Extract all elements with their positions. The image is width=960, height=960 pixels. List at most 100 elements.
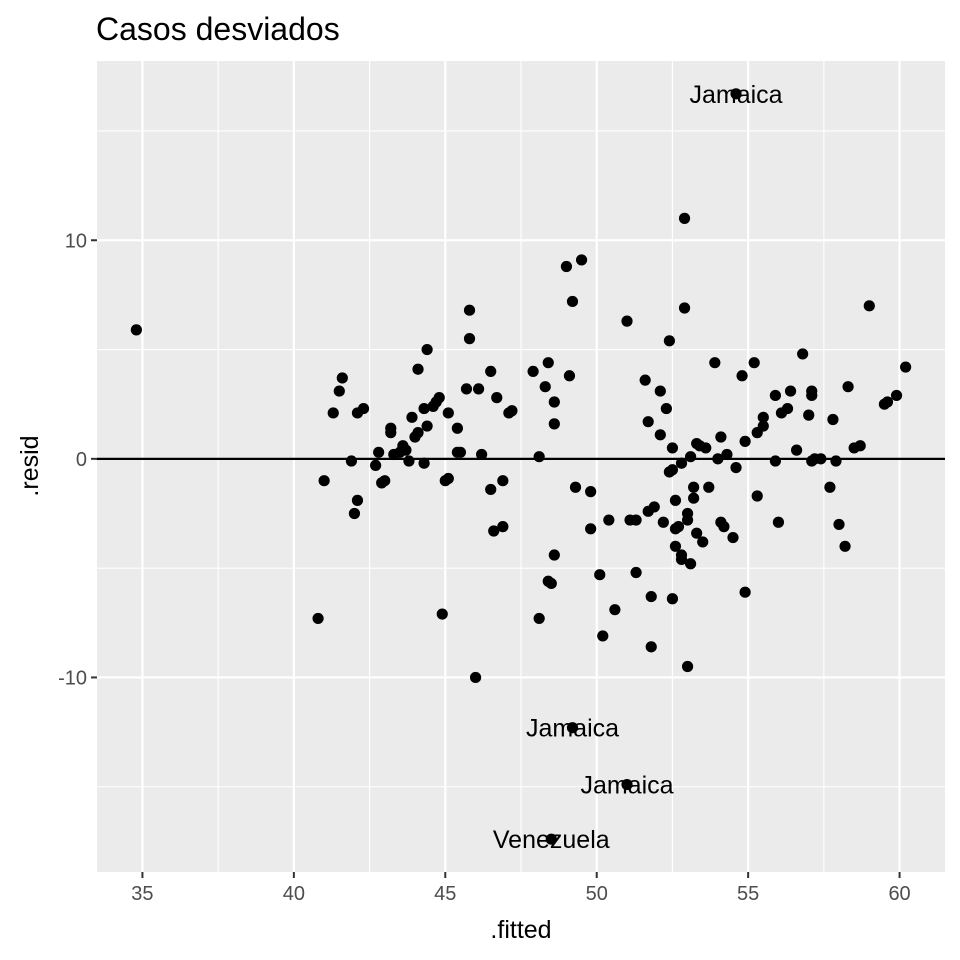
data-point [748, 357, 760, 369]
data-point [621, 315, 633, 327]
data-point [645, 641, 657, 653]
x-tick-label: 40 [283, 883, 305, 905]
data-point [842, 381, 854, 393]
data-point [485, 483, 497, 496]
data-point [700, 442, 712, 454]
data-point [609, 604, 621, 616]
data-point [678, 302, 691, 314]
data-point [348, 507, 361, 520]
data-point [594, 569, 606, 581]
data-point [545, 577, 557, 590]
data-point [421, 420, 433, 432]
data-point [645, 590, 657, 603]
data-point [460, 383, 473, 395]
data-point [769, 455, 782, 467]
data-point [312, 612, 324, 625]
data-point [709, 357, 721, 369]
data-point [721, 448, 733, 461]
data-point [890, 389, 903, 402]
data-point [385, 427, 397, 439]
data-point [685, 451, 697, 463]
data-point [412, 363, 424, 375]
data-point [442, 407, 454, 419]
data-point [657, 516, 669, 528]
data-point [675, 457, 688, 469]
data-point [575, 254, 588, 266]
data-point [757, 420, 769, 432]
data-point [491, 392, 503, 404]
data-point [736, 370, 748, 382]
data-point [718, 521, 730, 533]
x-axis-title: .fitted [490, 916, 551, 944]
data-point [418, 402, 430, 415]
data-point [806, 389, 818, 402]
data-point [681, 514, 694, 526]
data-point [666, 464, 679, 476]
data-point [545, 833, 557, 845]
data-point [685, 558, 697, 570]
point-label: Venezuela [493, 826, 610, 854]
data-point [803, 409, 815, 421]
data-point [688, 492, 700, 504]
data-point [715, 431, 727, 443]
y-tick-label: -10 [58, 667, 87, 689]
data-point [373, 446, 385, 458]
data-point [400, 444, 412, 456]
data-point [824, 481, 836, 493]
data-point [527, 365, 539, 378]
data-point [839, 540, 851, 552]
data-point [784, 385, 797, 397]
data-point [379, 475, 391, 487]
data-point [663, 335, 676, 347]
data-point [585, 523, 597, 535]
data-point [669, 540, 682, 552]
data-point [130, 324, 142, 336]
data-point [351, 494, 364, 506]
data-point [569, 481, 582, 493]
data-point [418, 457, 430, 469]
data-point [739, 435, 751, 447]
data-point [566, 722, 579, 734]
data-point [648, 501, 660, 513]
data-point [345, 455, 357, 467]
data-point [769, 389, 782, 402]
data-point [433, 392, 445, 404]
data-point [854, 440, 866, 452]
data-point [333, 385, 345, 397]
point-label: Jamaica [526, 715, 619, 743]
data-point [666, 442, 679, 454]
data-point [463, 304, 476, 316]
x-axis-ticks: 35 40 45 50 55 60 [131, 872, 911, 905]
data-point [548, 549, 560, 561]
data-point [506, 405, 518, 417]
x-tick-label: 55 [737, 883, 759, 905]
data-point [660, 402, 672, 415]
data-point [739, 586, 751, 598]
data-point [406, 411, 418, 423]
chart-title: Casos desviados [96, 11, 340, 47]
data-point [463, 333, 476, 345]
minor-gridlines [97, 61, 945, 872]
data-point [672, 521, 685, 533]
data-point [639, 374, 651, 386]
data-point [597, 630, 609, 642]
data-point [703, 481, 715, 493]
major-gridlines [97, 61, 945, 872]
data-point [485, 365, 497, 378]
data-point [675, 549, 688, 561]
data-point [757, 411, 769, 423]
data-point [542, 357, 554, 369]
data-point [488, 525, 500, 537]
data-point [654, 385, 666, 397]
data-point [730, 88, 742, 100]
data-point [797, 348, 809, 360]
data-point [473, 383, 485, 395]
data-point [566, 295, 579, 308]
data-point [533, 612, 545, 625]
data-point [730, 461, 742, 474]
data-point [469, 671, 482, 684]
data-point [497, 521, 509, 533]
data-point [327, 407, 339, 419]
data-point [421, 343, 433, 356]
